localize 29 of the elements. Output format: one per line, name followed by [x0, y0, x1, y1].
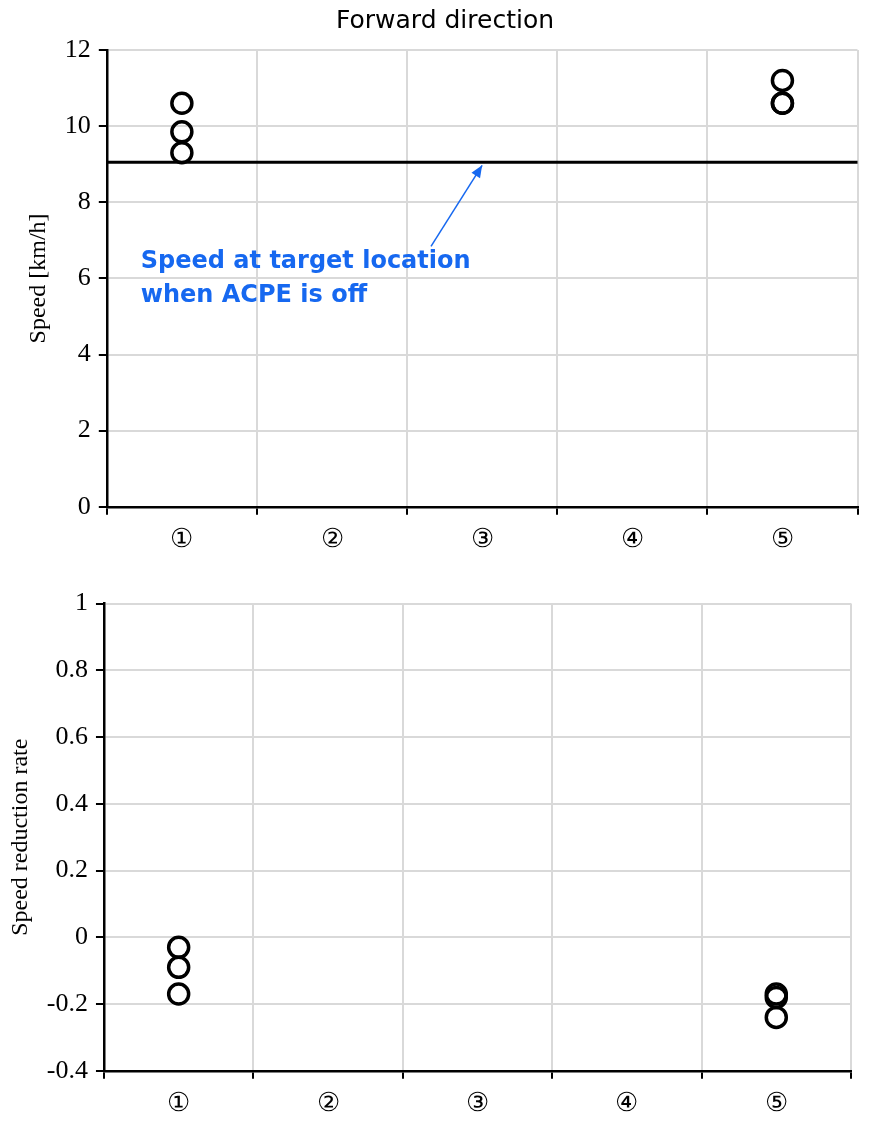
- x-tick-label: ②: [320, 524, 344, 554]
- x-tick-label: ①: [170, 524, 194, 554]
- x-tick-label: ③: [470, 524, 494, 554]
- x-tick-label: ④: [620, 524, 644, 554]
- y-tick-label: 0: [74, 921, 88, 951]
- y-tick-label: -0.4: [46, 1054, 88, 1084]
- y-tick-label: 0.2: [55, 854, 88, 884]
- y-tick-label: 2: [77, 414, 91, 444]
- y-tick-label: 0.8: [55, 654, 88, 684]
- y-axis-title: Speed [km/h]: [23, 213, 50, 344]
- x-tick-label: ④: [615, 1088, 639, 1118]
- y-tick-label: 8: [77, 186, 91, 216]
- y-tick-label: 0.6: [55, 720, 88, 750]
- y-tick-label: -0.2: [46, 987, 88, 1017]
- y-axis-title: Speed reduction rate: [5, 738, 32, 936]
- y-tick-label: 6: [77, 262, 91, 292]
- y-tick-label: 10: [64, 109, 91, 139]
- x-tick-label: ③: [465, 1088, 489, 1118]
- y-tick-label: 1: [74, 587, 88, 617]
- chart-title: Forward direction: [335, 4, 555, 34]
- x-tick-label: ⑤: [770, 524, 794, 554]
- x-tick-label: ②: [316, 1088, 340, 1118]
- x-tick-label: ⑤: [764, 1088, 788, 1118]
- y-tick-label: 0.4: [55, 787, 88, 817]
- y-tick-label: 0: [77, 490, 91, 520]
- y-tick-label: 4: [77, 338, 91, 368]
- x-tick-label: ①: [167, 1088, 191, 1118]
- annotation: Speed at target location when ACPE is off: [140, 246, 471, 309]
- y-tick-label: 12: [64, 33, 91, 63]
